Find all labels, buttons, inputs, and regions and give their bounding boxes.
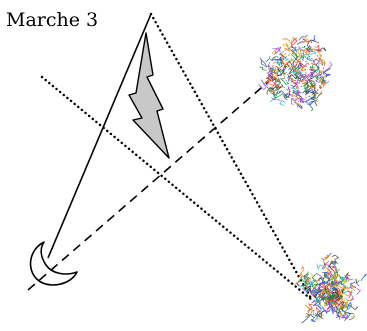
scribble-stroke bbox=[304, 46, 305, 48]
scribble-stroke bbox=[275, 91, 282, 99]
scribble-stroke bbox=[305, 305, 312, 310]
scribble-stroke bbox=[284, 58, 288, 61]
scribble-stroke bbox=[314, 51, 316, 53]
scribble-stroke bbox=[351, 291, 355, 301]
scribble-stroke bbox=[326, 74, 330, 77]
scribble-stroke bbox=[269, 66, 270, 75]
scribble-stroke bbox=[304, 50, 310, 54]
scribble-stroke bbox=[352, 285, 355, 291]
scribble-stroke bbox=[266, 56, 270, 62]
scribble-stroke bbox=[279, 57, 282, 59]
scribble-stroke bbox=[357, 289, 361, 295]
scribble-stroke bbox=[316, 282, 319, 286]
scribble-stroke bbox=[317, 264, 323, 269]
scribble-stroke bbox=[361, 275, 367, 282]
solid-line bbox=[48, 14, 151, 258]
scribble-stroke bbox=[260, 58, 269, 66]
scribble-stroke bbox=[301, 62, 307, 68]
scribble-stroke bbox=[300, 49, 301, 51]
scribble-stroke bbox=[283, 38, 291, 41]
diagram-title: Marche 3 bbox=[6, 9, 98, 31]
round-scribble-figure bbox=[259, 35, 333, 111]
scribble-stroke bbox=[288, 86, 290, 89]
scribble-stroke bbox=[275, 66, 280, 70]
scribble-stroke bbox=[323, 259, 325, 265]
scribble-stroke bbox=[292, 80, 297, 89]
scribble-stroke bbox=[282, 45, 284, 48]
dotted-line-right bbox=[151, 14, 312, 300]
crescent-moon bbox=[31, 242, 77, 285]
scribble-stroke bbox=[260, 67, 267, 70]
scribble-stroke bbox=[262, 60, 267, 67]
scribble-stroke bbox=[311, 35, 315, 43]
dotted-line-diagonal bbox=[42, 77, 312, 300]
scribble-stroke bbox=[280, 101, 286, 106]
scribble-stroke bbox=[322, 59, 326, 63]
scribble-stroke bbox=[351, 282, 356, 284]
scribble-stroke bbox=[315, 75, 317, 79]
scribble-stroke bbox=[297, 42, 305, 45]
scribble-stroke bbox=[332, 255, 338, 260]
star-scribble-figure bbox=[294, 253, 367, 323]
scribble-stroke bbox=[317, 99, 319, 102]
